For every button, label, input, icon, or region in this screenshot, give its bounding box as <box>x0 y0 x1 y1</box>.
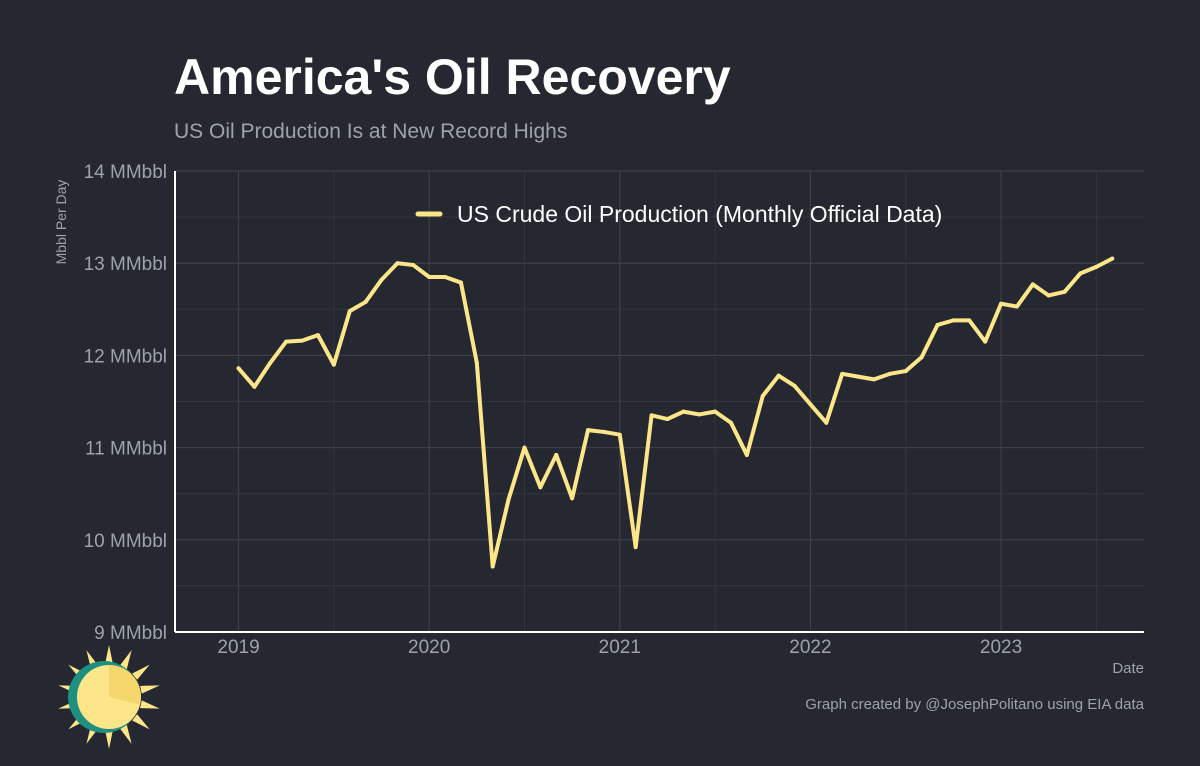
data-point <box>1046 293 1051 298</box>
y-axis-label: Mbbl Per Day <box>53 180 69 265</box>
y-tick-label: 14 MMbbl <box>84 162 167 183</box>
data-point <box>315 333 320 338</box>
y-tick-label: 12 MMbbl <box>84 346 167 367</box>
data-point <box>1078 271 1083 276</box>
y-axis-ticks: 9 MMbbl 10 MMbbl 11 MMbbl 12 MMbbl 13 MMbbl 1… <box>84 162 167 644</box>
data-point <box>601 429 606 434</box>
data-point <box>840 371 845 376</box>
series-points <box>236 256 1115 569</box>
data-point <box>379 277 384 282</box>
data-point <box>951 318 956 323</box>
y-tick-label: 11 MMbbl <box>85 439 167 460</box>
data-point <box>284 339 289 344</box>
data-point <box>633 545 638 550</box>
data-point <box>808 402 813 407</box>
x-tick-label: 2023 <box>980 637 1022 658</box>
data-point <box>871 377 876 382</box>
legend: US Crude Oil Production (Monthly Officia… <box>415 201 942 227</box>
data-point <box>300 338 305 343</box>
x-tick-label: 2020 <box>408 637 450 658</box>
data-point <box>824 420 829 425</box>
data-point <box>1062 289 1067 294</box>
data-point <box>617 432 622 437</box>
data-point <box>999 301 1004 306</box>
data-point <box>458 280 463 285</box>
data-point <box>665 417 670 422</box>
data-point <box>363 299 368 304</box>
data-point <box>728 420 733 425</box>
data-point <box>649 413 654 418</box>
data-point <box>1110 256 1115 261</box>
data-point <box>760 393 765 398</box>
data-point <box>522 445 527 450</box>
data-point <box>903 369 908 374</box>
y-tick-label: 10 MMbbl <box>84 531 167 552</box>
data-point <box>411 263 416 268</box>
x-tick-label: 2021 <box>599 637 641 658</box>
data-point <box>935 322 940 327</box>
data-point <box>983 339 988 344</box>
y-tick-label: 13 MMbbl <box>84 254 167 275</box>
data-point <box>331 362 336 367</box>
data-point <box>443 275 448 280</box>
data-point <box>236 366 241 371</box>
series-line-us-crude-oil-production <box>236 256 1115 569</box>
x-axis-label: Date <box>1112 660 1144 677</box>
data-point <box>681 409 686 414</box>
data-point <box>1094 264 1099 269</box>
data-point <box>713 409 718 414</box>
x-tick-label: 2019 <box>217 637 259 658</box>
y-tick-label: 9 MMbbl <box>94 623 167 644</box>
data-point <box>506 497 511 502</box>
data-point <box>586 428 591 433</box>
caption: Graph created by @JosephPolitano using E… <box>805 696 1144 713</box>
x-tick-label: 2022 <box>789 637 831 658</box>
data-point <box>490 564 495 569</box>
data-point <box>538 485 543 490</box>
data-point <box>1014 304 1019 309</box>
chart-title: America's Oil Recovery <box>174 49 731 105</box>
data-point <box>427 275 432 280</box>
legend-label: US Crude Oil Production (Monthly Officia… <box>457 201 942 227</box>
sun-logo-icon <box>58 645 160 749</box>
data-point <box>268 360 273 365</box>
data-point <box>474 360 479 365</box>
data-point <box>967 318 972 323</box>
data-point <box>554 452 559 457</box>
data-point <box>395 261 400 266</box>
x-axis-ticks: 2019 2020 2021 2022 2023 <box>217 637 1022 658</box>
data-point <box>887 371 892 376</box>
chart-subtitle: US Oil Production Is at New Record Highs <box>174 120 567 143</box>
data-point <box>919 355 924 360</box>
data-point <box>252 384 257 389</box>
data-point <box>776 373 781 378</box>
data-point <box>744 452 749 457</box>
data-point <box>856 374 861 379</box>
data-point <box>347 309 352 314</box>
data-point <box>1030 282 1035 287</box>
data-point <box>570 496 575 501</box>
data-point <box>697 412 702 417</box>
grid <box>175 170 1144 633</box>
data-point <box>792 383 797 388</box>
